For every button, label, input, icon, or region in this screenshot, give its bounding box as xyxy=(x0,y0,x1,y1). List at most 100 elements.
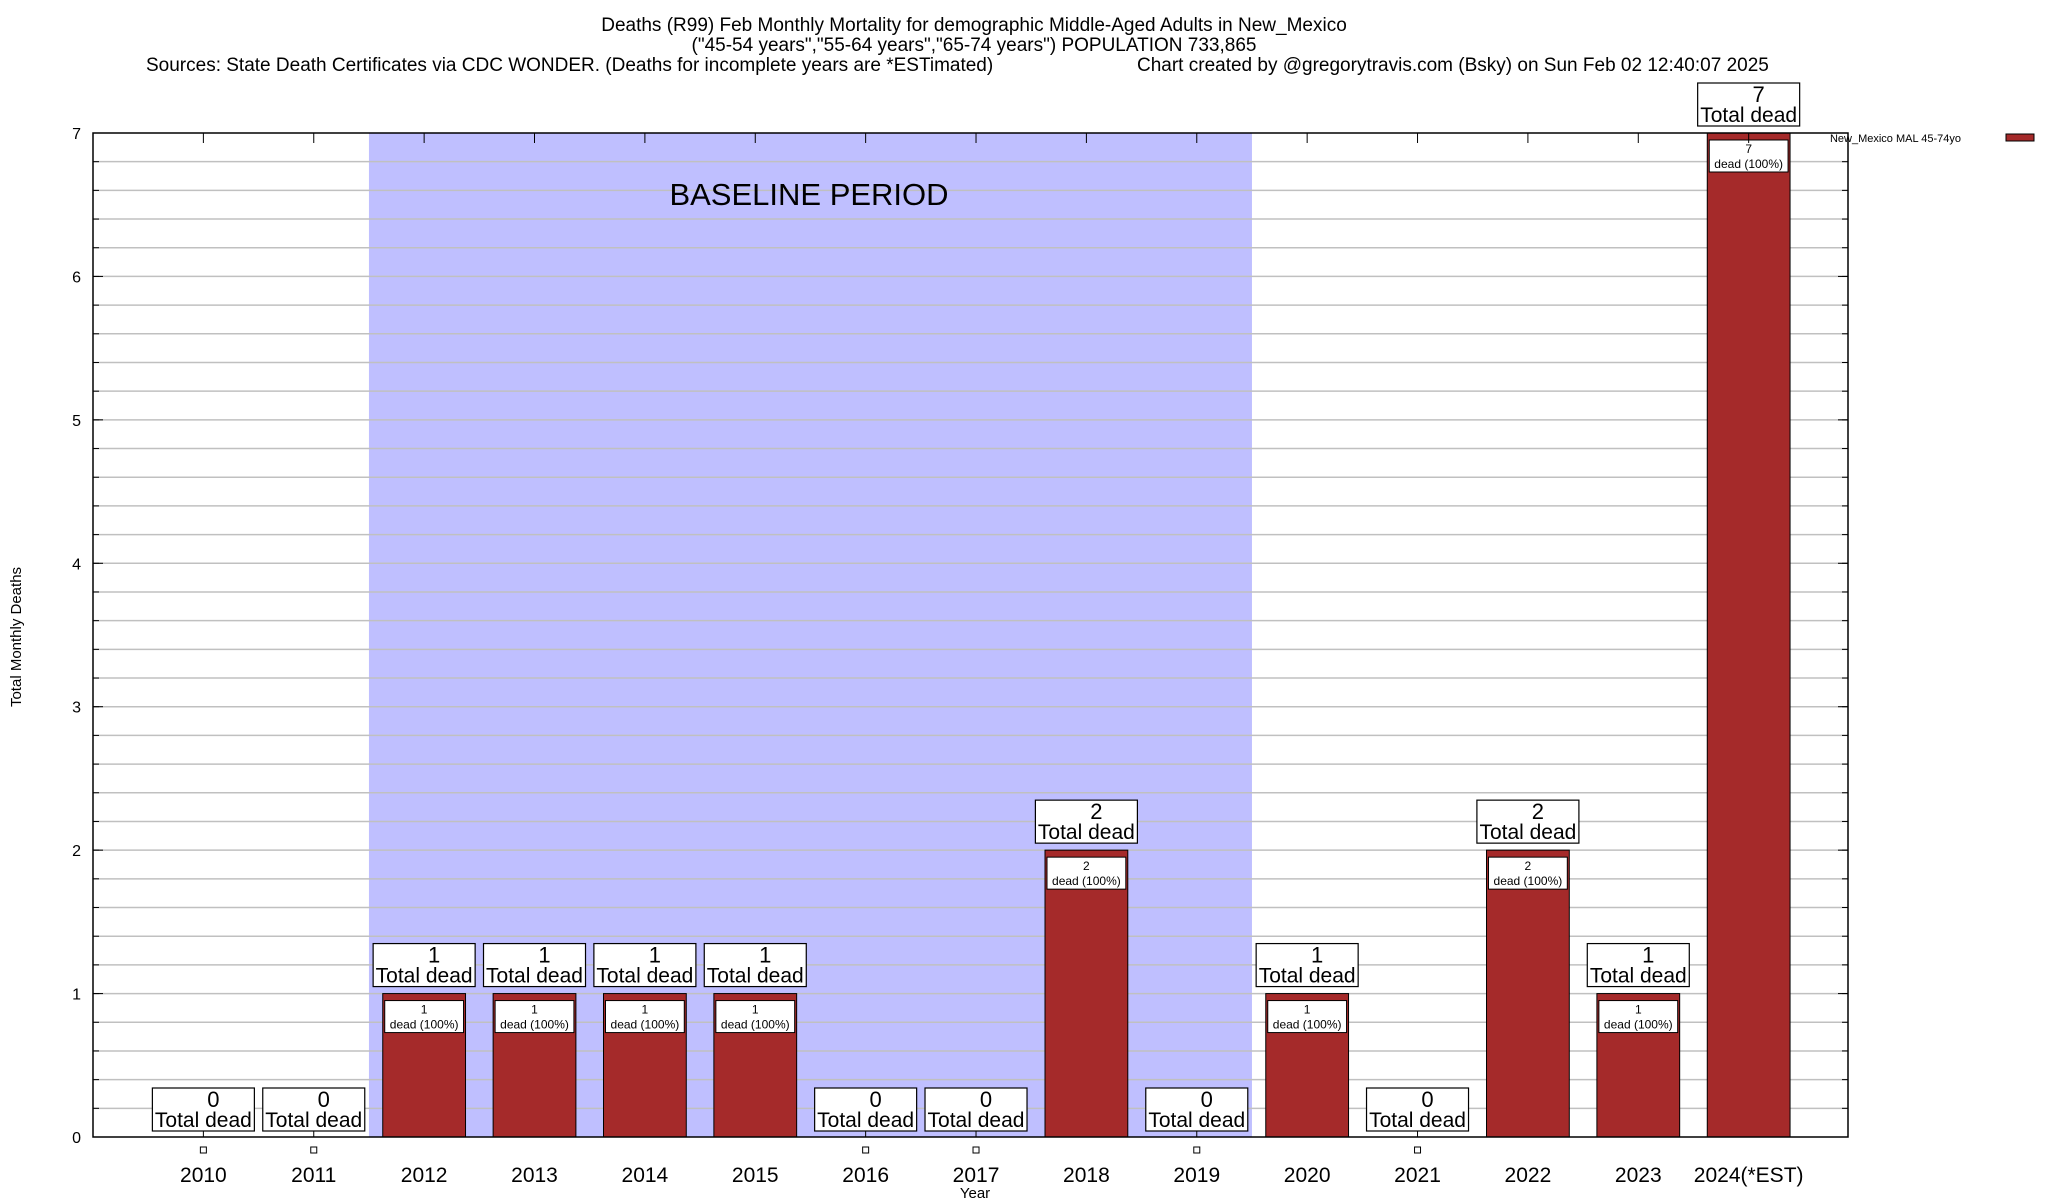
total-dead-text: Total dead xyxy=(817,1109,914,1132)
total-dead-box xyxy=(1145,1087,1249,1132)
bar-inner-label-pct: dead (100%) xyxy=(1604,1018,1673,1032)
y-tick-label: 4 xyxy=(72,556,81,573)
total-dead-text: Total dead xyxy=(596,965,693,988)
bar-inner-label-pct: dead (100%) xyxy=(721,1018,790,1032)
total-dead-count: 0 xyxy=(1421,1087,1433,1112)
chart-title-line-2: ("45-54 years","55-64 years","65-74 year… xyxy=(692,35,1257,56)
total-dead-text: Total dead xyxy=(155,1109,252,1132)
total-dead-count: 0 xyxy=(318,1087,330,1112)
total-dead-box xyxy=(703,942,807,988)
bar-inner-label-count: 1 xyxy=(1304,1003,1311,1017)
bar-inner-label-count: 1 xyxy=(1635,1003,1642,1017)
total-dead-count: 1 xyxy=(649,943,661,968)
zero-point-marker xyxy=(199,1146,207,1154)
x-tick-label: 2022 xyxy=(1505,1164,1552,1187)
chart-title-line-1: Deaths (R99) Feb Monthly Mortality for d… xyxy=(601,15,1347,36)
bar-inner-label-pct: dead (100%) xyxy=(1494,874,1563,888)
total-dead-count: 1 xyxy=(759,943,771,968)
total-dead-box xyxy=(151,1087,255,1132)
x-tick-label: 2019 xyxy=(1173,1164,1220,1187)
y-axis-label: Total Monthly Deaths xyxy=(8,567,25,707)
total-dead-count: 2 xyxy=(1532,799,1544,824)
zero-point-marker xyxy=(310,1146,318,1154)
bar-inner-label-count: 1 xyxy=(531,1003,538,1017)
bar-inner-label-box xyxy=(1267,1000,1348,1034)
total-dead-text: Total dead xyxy=(1479,821,1576,844)
total-dead-box xyxy=(1476,799,1580,844)
zero-point-marker xyxy=(972,1146,980,1154)
total-dead-count: 0 xyxy=(980,1087,992,1112)
total-dead-count: 0 xyxy=(207,1087,219,1112)
bar-inner-label-box xyxy=(1598,1000,1679,1034)
bar-inner-label-box xyxy=(604,1000,685,1034)
bar-inner-label-count: 7 xyxy=(1745,142,1752,156)
x-tick-label: 2017 xyxy=(953,1164,1000,1187)
bar-inner-label-box xyxy=(1708,139,1789,173)
x-tick-label: 2015 xyxy=(732,1164,779,1187)
total-dead-text: Total dead xyxy=(1590,965,1687,988)
x-tick-label: 2016 xyxy=(842,1164,889,1187)
x-tick-label: 2021 xyxy=(1394,1164,1441,1187)
zero-point-marker xyxy=(862,1146,870,1154)
plot-frame xyxy=(92,132,1849,1138)
bar-inner-label-count: 1 xyxy=(421,1003,428,1017)
total-dead-box xyxy=(593,942,697,988)
x-tick-label: 2024(*EST) xyxy=(1694,1164,1804,1187)
bar-inner-label-pct: dead (100%) xyxy=(390,1018,459,1032)
bar xyxy=(1486,849,1570,1138)
y-tick-label: 5 xyxy=(72,413,81,430)
y-tick-label: 1 xyxy=(72,987,81,1004)
total-dead-text: Total dead xyxy=(1148,1109,1245,1132)
x-tick-label: 2018 xyxy=(1063,1164,1110,1187)
total-dead-text: Total dead xyxy=(707,965,804,988)
zero-point-marker xyxy=(1414,1146,1422,1154)
total-dead-count: 1 xyxy=(1311,943,1323,968)
total-dead-count: 2 xyxy=(1090,799,1102,824)
total-dead-text: Total dead xyxy=(1259,965,1356,988)
total-dead-count: 1 xyxy=(538,943,550,968)
bar-inner-label-box xyxy=(1488,856,1568,890)
bar-inner-label-box xyxy=(384,1000,465,1034)
total-dead-box xyxy=(1586,942,1690,988)
total-dead-text: Total dead xyxy=(486,965,583,988)
total-dead-count: 0 xyxy=(1201,1087,1213,1112)
total-dead-text: Total dead xyxy=(376,965,473,988)
x-tick-label: 2023 xyxy=(1615,1164,1662,1187)
bar-inner-label-count: 1 xyxy=(752,1003,759,1017)
y-tick-label: 7 xyxy=(72,126,81,143)
legend: New_Mexico MAL 45-74yo xyxy=(1830,133,2035,145)
total-dead-box xyxy=(372,942,476,988)
total-dead-box xyxy=(924,1087,1028,1132)
total-dead-count: 0 xyxy=(870,1087,882,1112)
bar xyxy=(1044,849,1129,1138)
bar-inner-label-count: 2 xyxy=(1083,859,1090,873)
bar-inner-label-box xyxy=(1046,856,1127,890)
bar-inner-label-box xyxy=(494,1000,575,1034)
baseline-period-label: BASELINE PERIOD xyxy=(669,177,948,212)
x-tick-label: 2011 xyxy=(291,1164,336,1187)
x-tick-label: 2010 xyxy=(180,1164,227,1187)
total-dead-text: Total dead xyxy=(1700,104,1797,127)
y-tick-label: 6 xyxy=(72,269,81,286)
x-tick-label: 2013 xyxy=(511,1164,558,1187)
total-dead-text: Total dead xyxy=(1038,821,1135,844)
total-dead-count: 7 xyxy=(1753,82,1765,107)
